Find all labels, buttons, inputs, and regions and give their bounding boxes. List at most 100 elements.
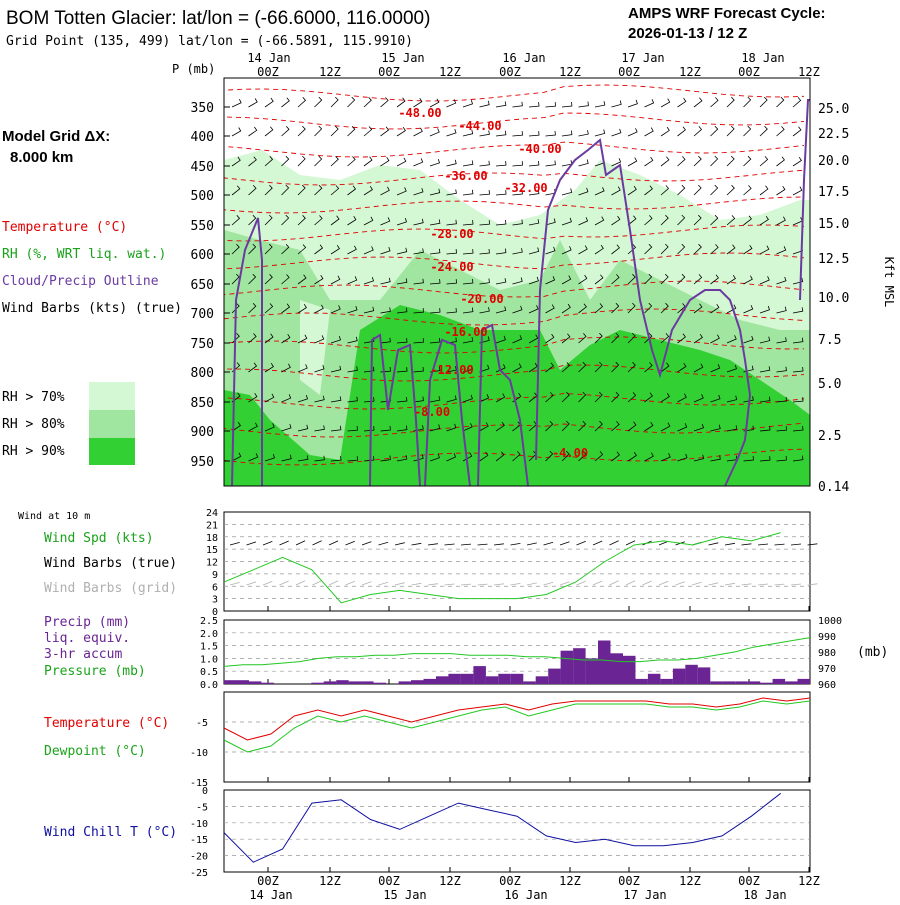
wind-barb — [297, 303, 307, 314]
wind-barb — [644, 243, 653, 255]
height-axis-label: Kft MSL — [882, 257, 896, 308]
temperature-gridlines — [224, 721, 810, 782]
grid-wind-barb — [312, 580, 322, 586]
wind-barb — [248, 243, 257, 255]
bottom-tick-label: 00Z — [618, 874, 640, 888]
surface-wind-barb — [394, 542, 405, 546]
wind-barb — [264, 393, 275, 403]
wind-barb — [495, 451, 505, 462]
wind-barb — [578, 217, 589, 226]
wind-barb — [479, 278, 490, 285]
rh70-pocket — [300, 300, 330, 395]
precip-panel: Precip (mm) liq. equiv. 3-hr accum Press… — [44, 615, 888, 691]
wind-barb — [512, 451, 521, 462]
wind-barb — [578, 361, 587, 373]
pressure-tick: 900 — [191, 425, 214, 440]
wind-barb — [429, 396, 441, 403]
wind-barb — [429, 308, 441, 314]
precip-bar — [772, 678, 786, 684]
wind-barb — [528, 131, 540, 137]
wind-barb — [479, 248, 490, 255]
wind-barb — [528, 334, 539, 344]
wind-barb — [792, 97, 802, 108]
wind-barb — [297, 97, 307, 108]
grid-wind-barb — [691, 581, 702, 586]
pressure-tick: 600 — [191, 248, 214, 263]
wind-barb — [528, 247, 540, 255]
wind-barb — [759, 156, 769, 167]
cross-section-panel: -48.00 -44.00 -40.00 -36.00 -32.00 -28.00 -24.… — [172, 62, 896, 495]
wind-barb — [693, 214, 702, 226]
surface-wind-barb — [345, 540, 355, 546]
top-tick-label: 00Z — [257, 65, 279, 79]
wind-barb — [578, 391, 587, 403]
pressure-axis: 350 400 450 500 550 600 650 700 750 800 850 900 950 — [191, 101, 230, 470]
bottom-tick-label: 12Z — [679, 874, 701, 888]
wind-barb — [759, 456, 771, 462]
wind-barb — [363, 306, 375, 314]
wind-barb — [330, 456, 342, 462]
temperature-label: -32.00 — [504, 181, 547, 195]
wind-barb — [578, 333, 587, 344]
legend-rh70-label: RH > 70% — [2, 390, 65, 405]
wind-barb — [644, 99, 655, 108]
wind-barb — [776, 426, 787, 432]
windchill-label: Wind Chill T (°C) — [44, 825, 177, 840]
windchill-y-tick: -25 — [190, 868, 208, 879]
wind-barb — [297, 334, 308, 344]
grid-wind-barb — [510, 583, 521, 586]
wind-barb — [330, 365, 342, 373]
wind-barb — [660, 126, 670, 137]
wind-barb — [264, 126, 274, 137]
grid-wind-barb — [658, 580, 669, 586]
top-tick-label: 12Z — [439, 65, 461, 79]
wind-barb — [759, 366, 771, 373]
wind-barb — [297, 155, 306, 167]
surface-wind-barb — [229, 542, 240, 546]
wind-barb — [759, 425, 771, 432]
wind-barb — [677, 453, 688, 462]
wind-barb — [330, 335, 342, 344]
precip-bar — [448, 673, 461, 684]
surface-wind-barb — [411, 542, 422, 546]
surface-wind-barb — [658, 540, 669, 546]
top-date-label: 18 Jan — [741, 51, 784, 65]
wind-barb — [776, 276, 787, 285]
wind-barb — [495, 219, 507, 226]
wind-barb — [710, 364, 721, 373]
wind-barb — [363, 126, 373, 137]
height-tick: 7.5 — [818, 333, 841, 348]
wind-barb — [347, 336, 358, 344]
wind-barb — [413, 248, 424, 255]
wind-barb — [396, 126, 406, 137]
wind-barb — [776, 366, 787, 373]
wind-barb — [281, 126, 290, 137]
wind-barb — [776, 96, 785, 108]
wind-barb — [248, 156, 257, 167]
wind-barb — [429, 219, 441, 226]
bottom-date-label: 15 Jan — [383, 888, 426, 900]
wind-barb — [578, 450, 587, 462]
wind-barb — [759, 276, 770, 285]
wind-barb — [462, 337, 474, 344]
wind-barb — [264, 453, 276, 462]
wind-barb — [281, 214, 290, 226]
wind-barb — [545, 304, 555, 314]
precip-bar — [760, 682, 773, 684]
grid-wind-barb — [708, 582, 719, 586]
precip-bar — [323, 681, 337, 684]
height-tick: 15.0 — [818, 217, 849, 232]
wind-barb — [314, 425, 325, 432]
wind-gridlines — [224, 524, 810, 611]
wind-barb — [363, 156, 373, 167]
wind-barb — [380, 217, 391, 226]
wind-barb — [231, 215, 241, 226]
wind-barb — [743, 305, 754, 314]
wind-barb — [363, 366, 375, 373]
wind-barb — [297, 274, 307, 285]
wind-barb — [380, 97, 389, 108]
wind-barb — [545, 333, 555, 344]
wind-barb — [512, 363, 522, 373]
cross-section-frame — [223, 77, 811, 487]
grid-wind-barb — [279, 580, 289, 586]
